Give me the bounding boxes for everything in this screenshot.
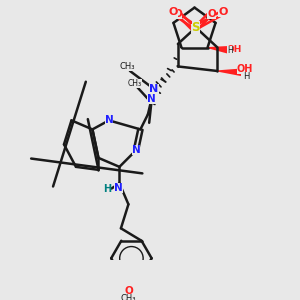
Text: H: H xyxy=(103,184,112,194)
Text: N: N xyxy=(149,84,158,94)
Text: O: O xyxy=(124,286,133,296)
Text: N: N xyxy=(131,146,140,155)
Text: N: N xyxy=(114,183,123,193)
Text: H: H xyxy=(227,46,233,55)
Text: S: S xyxy=(192,21,200,34)
Text: OH: OH xyxy=(227,45,242,54)
Text: O: O xyxy=(218,8,227,17)
Text: CH₃: CH₃ xyxy=(121,294,136,300)
Text: CH₃: CH₃ xyxy=(119,62,135,71)
Text: O: O xyxy=(169,8,178,17)
Polygon shape xyxy=(217,68,241,76)
Text: N: N xyxy=(105,116,113,125)
Polygon shape xyxy=(208,46,228,53)
Text: H: H xyxy=(243,72,249,81)
Text: N: N xyxy=(147,94,156,104)
Text: CH₃: CH₃ xyxy=(128,79,142,88)
Text: S: S xyxy=(190,24,199,34)
Text: O: O xyxy=(173,8,182,19)
Text: O: O xyxy=(207,8,216,19)
Text: OH: OH xyxy=(237,64,253,74)
